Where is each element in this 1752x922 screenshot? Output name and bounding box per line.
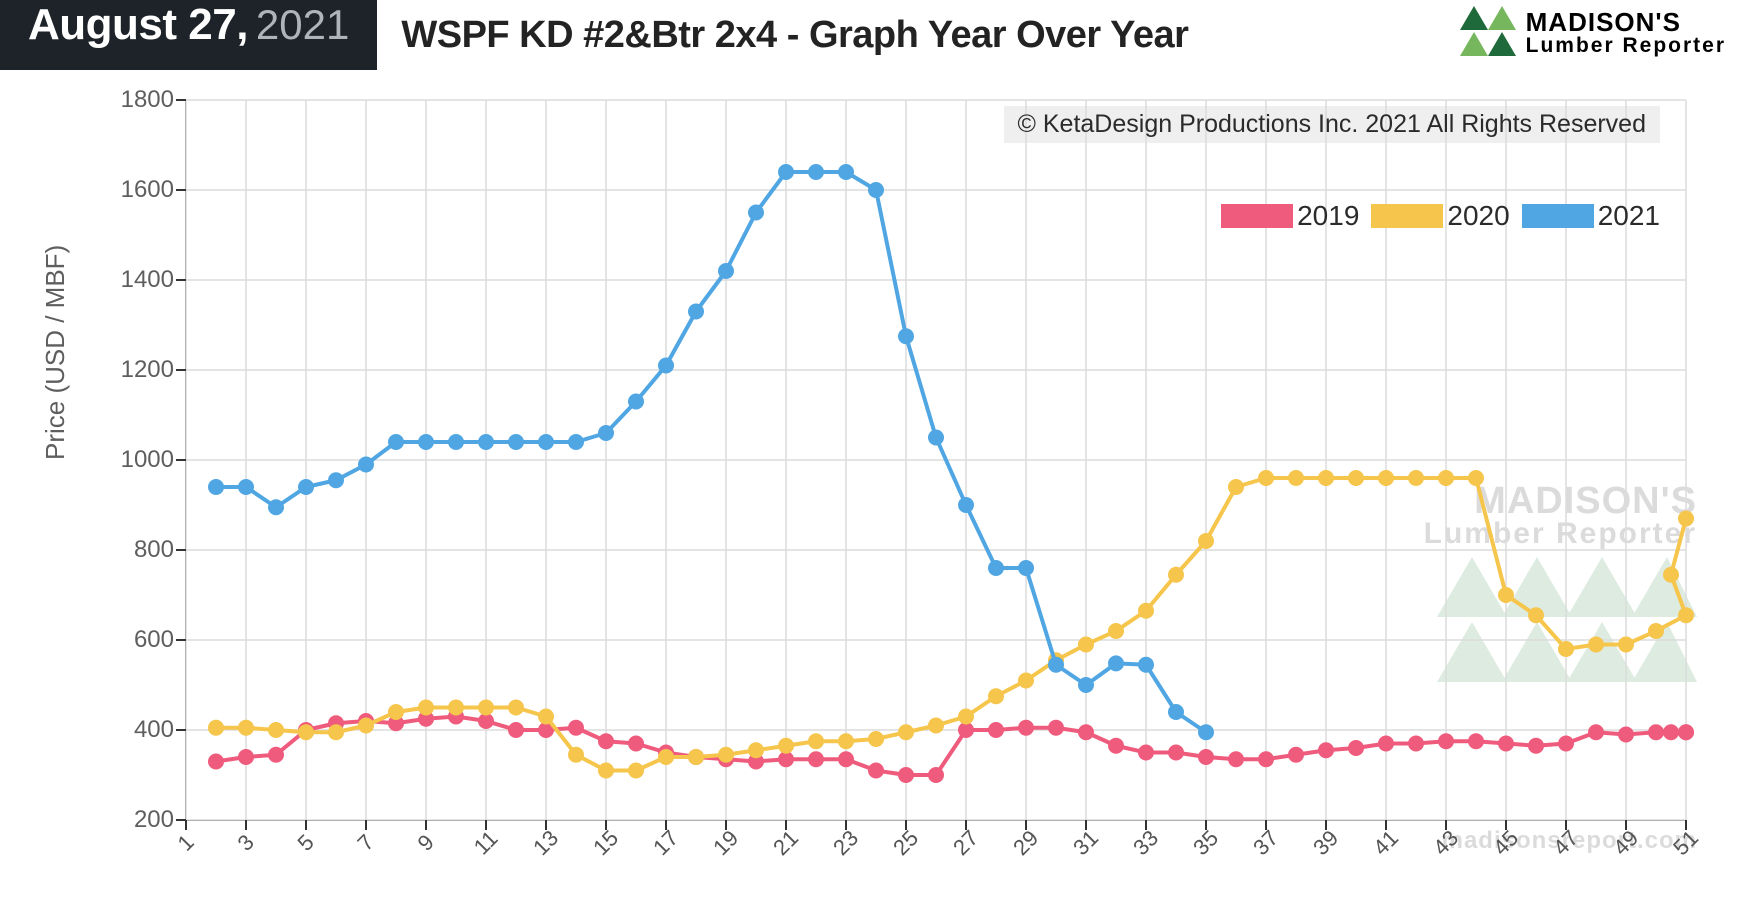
x-tick-mark	[605, 820, 607, 830]
x-tick-label: 47	[1548, 825, 1584, 861]
x-tick-label: 45	[1488, 825, 1524, 861]
series-2021	[208, 164, 1214, 740]
x-tick-mark	[1445, 820, 1447, 830]
x-tick-mark	[665, 820, 667, 830]
x-tick-mark	[545, 820, 547, 830]
legend-swatch	[1371, 204, 1443, 228]
x-tick-mark	[845, 820, 847, 830]
x-tick-mark	[485, 820, 487, 830]
y-tick-label: 1000	[94, 446, 174, 474]
plot-area: © KetaDesign Productions Inc. 2021 All R…	[185, 100, 1686, 821]
y-tick-label: 1400	[94, 266, 174, 294]
legend-item-2019: 2019	[1221, 200, 1359, 232]
x-tick-label: 27	[948, 825, 984, 861]
x-tick-label: 3	[232, 829, 259, 856]
x-tick-label: 1	[172, 829, 199, 856]
legend-swatch	[1522, 204, 1594, 228]
x-tick-label: 41	[1368, 825, 1404, 861]
x-tick-mark	[1085, 820, 1087, 830]
legend-swatch	[1221, 204, 1293, 228]
chart-title: WSPF KD #2&Btr 2x4 - Graph Year Over Yea…	[401, 14, 1188, 57]
y-axis-title: Price (USD / MBF)	[40, 245, 71, 460]
legend-item-2020: 2020	[1371, 200, 1509, 232]
y-tick-label: 800	[94, 536, 174, 564]
x-tick-label: 17	[648, 825, 684, 861]
y-tick-label: 1200	[94, 356, 174, 384]
x-tick-mark	[425, 820, 427, 830]
x-tick-label: 7	[352, 829, 379, 856]
x-tick-mark	[1025, 820, 1027, 830]
x-tick-mark	[965, 820, 967, 830]
y-tick-label: 400	[94, 716, 174, 744]
y-tick-label: 1600	[94, 176, 174, 204]
y-tick-label: 1800	[94, 86, 174, 114]
x-tick-mark	[785, 820, 787, 830]
y-tick-mark	[176, 99, 186, 101]
x-tick-label: 5	[292, 829, 319, 856]
legend-label: 2019	[1297, 200, 1359, 232]
y-tick-mark	[176, 279, 186, 281]
y-tick-label: 600	[94, 626, 174, 654]
x-tick-mark	[1145, 820, 1147, 830]
x-tick-mark	[905, 820, 907, 830]
series-2020	[208, 470, 1694, 779]
legend-item-2021: 2021	[1522, 200, 1660, 232]
y-tick-label: 200	[94, 806, 174, 834]
x-tick-mark	[1625, 820, 1627, 830]
header: August 27, 2021 WSPF KD #2&Btr 2x4 - Gra…	[0, 0, 1752, 70]
date-badge: August 27, 2021	[0, 0, 377, 70]
x-tick-label: 33	[1128, 825, 1164, 861]
legend-label: 2021	[1598, 200, 1660, 232]
x-tick-label: 21	[768, 825, 804, 861]
x-tick-label: 9	[412, 829, 439, 856]
x-tick-mark	[1265, 820, 1267, 830]
x-tick-label: 35	[1188, 825, 1224, 861]
x-tick-label: 13	[528, 825, 564, 861]
x-tick-label: 49	[1608, 825, 1644, 861]
brand-triangles-icon	[1460, 6, 1516, 58]
x-tick-label: 51	[1668, 825, 1704, 861]
copyright-text: © KetaDesign Productions Inc. 2021 All R…	[1004, 106, 1660, 143]
y-tick-mark	[176, 639, 186, 641]
x-tick-mark	[1385, 820, 1387, 830]
x-tick-label: 11	[469, 826, 504, 861]
x-tick-mark	[1205, 820, 1207, 830]
y-tick-mark	[176, 189, 186, 191]
series-group	[208, 164, 1694, 783]
x-tick-mark	[1505, 820, 1507, 830]
x-tick-mark	[1685, 820, 1687, 830]
y-tick-mark	[176, 459, 186, 461]
legend-label: 2020	[1447, 200, 1509, 232]
y-tick-mark	[176, 549, 186, 551]
brand-text: MADISON'S Lumber Reporter	[1526, 7, 1726, 58]
x-tick-label: 43	[1428, 825, 1464, 861]
x-tick-mark	[305, 820, 307, 830]
x-tick-label: 31	[1068, 825, 1104, 861]
brand-logo-block: MADISON'S Lumber Reporter	[1460, 6, 1726, 58]
x-tick-mark	[1325, 820, 1327, 830]
legend: 2019 2020 2021	[1221, 200, 1660, 232]
date-strong: August 27,	[28, 0, 248, 50]
y-tick-mark	[176, 729, 186, 731]
x-tick-mark	[725, 820, 727, 830]
y-tick-mark	[176, 369, 186, 371]
date-year: 2021	[256, 1, 349, 49]
x-tick-mark	[245, 820, 247, 830]
brand-line2: Lumber Reporter	[1526, 34, 1726, 58]
chart-container: August 27, 2021 WSPF KD #2&Btr 2x4 - Gra…	[0, 0, 1752, 922]
x-tick-label: 23	[828, 825, 864, 861]
x-tick-label: 15	[588, 825, 624, 861]
x-tick-label: 19	[708, 825, 744, 861]
x-tick-mark	[185, 820, 187, 830]
x-tick-mark	[365, 820, 367, 830]
x-tick-label: 25	[888, 825, 924, 861]
x-tick-mark	[1565, 820, 1567, 830]
x-tick-label: 37	[1248, 825, 1284, 861]
x-tick-label: 39	[1308, 825, 1344, 861]
x-tick-label: 29	[1008, 825, 1044, 861]
